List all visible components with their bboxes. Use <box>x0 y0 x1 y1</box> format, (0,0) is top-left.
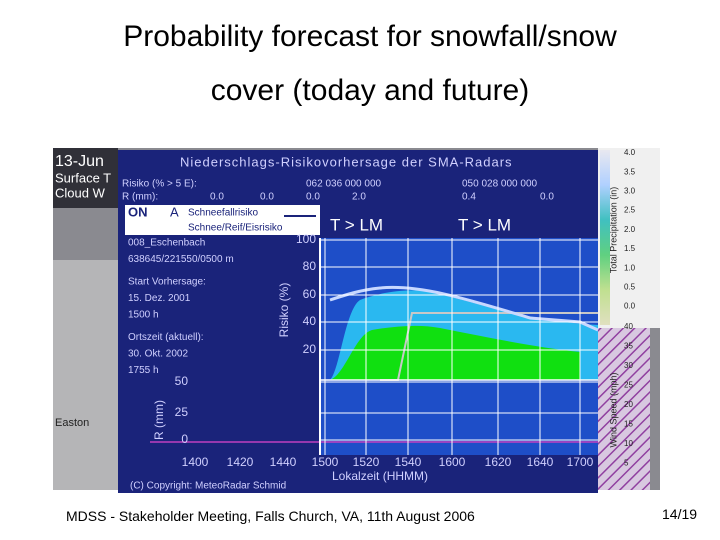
y-tick-label: 60 <box>303 287 317 301</box>
map-label: Cloud W <box>55 185 106 200</box>
ice-risk-area <box>330 325 580 380</box>
wind-tick: 40 <box>624 322 633 331</box>
wind-tick: 30 <box>624 361 633 370</box>
y-tick-label: 100 <box>296 232 316 246</box>
colorbar-tick: 0.0 <box>624 302 636 311</box>
legend-box <box>125 205 320 235</box>
rain-row-value: 0.0 <box>540 192 554 203</box>
y-tick-label: 0 <box>181 432 188 446</box>
x-axis-label: Lokalzeit (HHMM) <box>332 469 428 483</box>
risk-row-values: 062 036 000 000 <box>306 179 382 190</box>
chart-title: Niederschlags-Risikovorhersage der SMA-R… <box>180 154 513 169</box>
x-tick-label: 1400 <box>182 455 209 469</box>
station-info: 30. Okt. 2002 <box>128 349 188 360</box>
y-tick-label: 25 <box>175 405 189 419</box>
y-tick-label: 50 <box>175 374 189 388</box>
slide-title: Probability forecast for snowfall/snow <box>123 20 617 53</box>
colorbar-tick: 0.5 <box>624 283 636 292</box>
y-tick-label: 40 <box>303 314 317 328</box>
rain-row-value: 0.0 <box>260 192 274 203</box>
station-info: Ortszeit (aktuell): <box>128 332 204 343</box>
x-tick-label: 1700 <box>567 455 594 469</box>
grid <box>320 238 598 455</box>
wind-tick: 25 <box>624 381 633 390</box>
wind-tick: 15 <box>624 420 633 429</box>
colorbar-tick: 1.0 <box>624 263 636 272</box>
wind-tick: 10 <box>624 439 633 448</box>
x-tick-label: 1600 <box>439 455 466 469</box>
x-tick-label: 1540 <box>395 455 422 469</box>
a-label: A <box>170 204 179 219</box>
copyright: (C) Copyright: MeteoRadar Schmid <box>130 481 286 492</box>
station-info: Start Vorhersage: <box>128 277 206 288</box>
colorbar-tick: 4.0 <box>624 148 636 157</box>
legend-label: Schnee/Reif/Eisrisiko <box>188 223 283 234</box>
slide-title: cover (today and future) <box>210 74 530 107</box>
wind-tick: 20 <box>624 400 633 409</box>
wind-tick: 35 <box>624 342 633 351</box>
y-axis-label: R (mm) <box>152 400 166 440</box>
station-info: 638645/221550/0500 m <box>128 254 234 265</box>
risk-row-values: 050 028 000 000 <box>462 179 538 190</box>
rain-row-value: 0.0 <box>210 192 224 203</box>
colorbar-tick: 2.5 <box>624 206 636 215</box>
colorbar-tick: 3.5 <box>624 167 636 176</box>
rain-row-label: R (mm): <box>122 192 158 203</box>
colorbar <box>600 150 610 325</box>
page-number: 14/19 <box>662 506 698 522</box>
x-tick-label: 1620 <box>485 455 512 469</box>
map-label: 13-Jun <box>55 153 104 170</box>
colorbar-label: Total Precipitation (in) <box>608 187 618 274</box>
station-info: 1755 h <box>128 365 159 376</box>
map-header <box>53 148 118 208</box>
wind-label: Wind Speed (mph) <box>608 372 618 447</box>
map-area <box>53 260 118 490</box>
x-tick-label: 1420 <box>227 455 254 469</box>
risk-row-label: Risiko (% > 5 E): <box>122 179 197 190</box>
wind-panel <box>598 328 650 490</box>
colorbar-tick: 2.0 <box>624 225 636 234</box>
wind-tick: 5 <box>624 459 629 468</box>
rain-row-value: 2.0 <box>352 192 366 203</box>
y-tick-label: 20 <box>303 342 317 356</box>
panel-label: T > LM <box>458 215 511 234</box>
panel-label: T > LM <box>330 215 383 234</box>
x-tick-label: 1520 <box>353 455 380 469</box>
station-info: 15. Dez. 2001 <box>128 293 191 304</box>
colorbar-tick: 3.0 <box>624 187 636 196</box>
y-axis-label: Risiko (%) <box>277 283 291 338</box>
map-label: Easton <box>55 417 89 429</box>
slide-footer: MDSS - Stakeholder Meeting, Falls Church… <box>66 508 475 524</box>
on-label: ON <box>128 204 148 219</box>
x-tick-label: 1440 <box>270 455 297 469</box>
station-info: 1500 h <box>128 310 159 321</box>
colorbar-tick: 1.5 <box>624 244 636 253</box>
map-label: Surface T <box>55 170 111 185</box>
snowfall-risk-line <box>329 285 599 332</box>
x-tick-label: 1640 <box>527 455 554 469</box>
legend-label: Schneefallrisiko <box>188 208 258 219</box>
x-tick-label: 1500 <box>312 455 339 469</box>
rain-row-value: 0.0 <box>306 192 320 203</box>
rain-row-value: 0.4 <box>462 192 476 203</box>
y-tick-label: 80 <box>303 259 317 273</box>
station-info: 008_Eschenbach <box>128 238 205 249</box>
